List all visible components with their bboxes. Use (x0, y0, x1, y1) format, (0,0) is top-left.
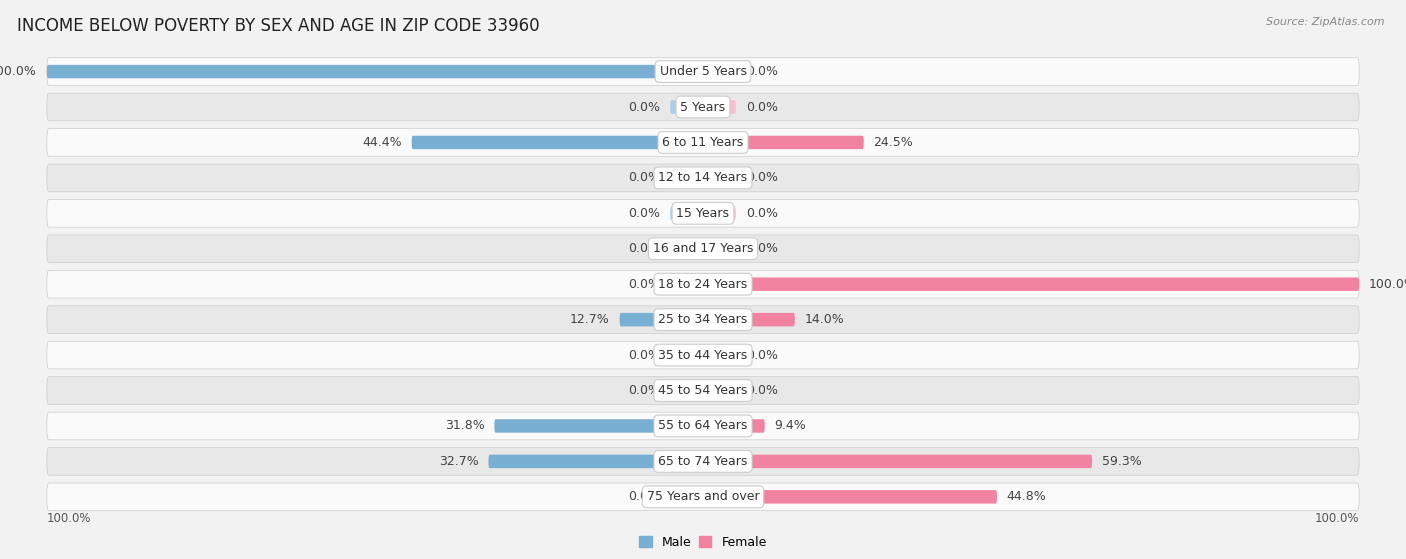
Text: 100.0%: 100.0% (46, 512, 91, 525)
FancyBboxPatch shape (703, 384, 735, 397)
Text: 15 Years: 15 Years (676, 207, 730, 220)
FancyBboxPatch shape (46, 377, 1360, 404)
Text: 12 to 14 Years: 12 to 14 Years (658, 172, 748, 184)
Text: 65 to 74 Years: 65 to 74 Years (658, 455, 748, 468)
Text: 9.4%: 9.4% (775, 419, 806, 433)
Text: 0.0%: 0.0% (628, 278, 661, 291)
Text: 0.0%: 0.0% (628, 349, 661, 362)
Text: 100.0%: 100.0% (0, 65, 37, 78)
FancyBboxPatch shape (46, 306, 1360, 334)
FancyBboxPatch shape (703, 242, 735, 255)
FancyBboxPatch shape (671, 277, 703, 291)
FancyBboxPatch shape (671, 384, 703, 397)
FancyBboxPatch shape (46, 235, 1360, 263)
Text: 18 to 24 Years: 18 to 24 Years (658, 278, 748, 291)
FancyBboxPatch shape (46, 341, 1360, 369)
Text: 25 to 34 Years: 25 to 34 Years (658, 313, 748, 326)
Text: 59.3%: 59.3% (1102, 455, 1142, 468)
FancyBboxPatch shape (412, 136, 703, 149)
Text: 0.0%: 0.0% (628, 207, 661, 220)
FancyBboxPatch shape (46, 200, 1360, 227)
Text: 45 to 54 Years: 45 to 54 Years (658, 384, 748, 397)
Text: 75 Years and over: 75 Years and over (647, 490, 759, 503)
FancyBboxPatch shape (703, 419, 765, 433)
Text: 0.0%: 0.0% (745, 207, 778, 220)
Text: 12.7%: 12.7% (569, 313, 610, 326)
FancyBboxPatch shape (46, 58, 1360, 86)
FancyBboxPatch shape (671, 348, 703, 362)
FancyBboxPatch shape (703, 348, 735, 362)
Legend: Male, Female: Male, Female (637, 533, 769, 551)
FancyBboxPatch shape (671, 207, 703, 220)
Text: Under 5 Years: Under 5 Years (659, 65, 747, 78)
Text: 0.0%: 0.0% (628, 101, 661, 113)
FancyBboxPatch shape (671, 100, 703, 113)
FancyBboxPatch shape (703, 207, 735, 220)
FancyBboxPatch shape (620, 313, 703, 326)
FancyBboxPatch shape (703, 100, 735, 113)
Text: 0.0%: 0.0% (745, 242, 778, 255)
Text: 0.0%: 0.0% (745, 65, 778, 78)
Text: 0.0%: 0.0% (628, 172, 661, 184)
FancyBboxPatch shape (46, 271, 1360, 298)
FancyBboxPatch shape (46, 65, 703, 78)
FancyBboxPatch shape (703, 277, 1360, 291)
Text: 100.0%: 100.0% (1369, 278, 1406, 291)
FancyBboxPatch shape (671, 490, 703, 504)
Text: 24.5%: 24.5% (873, 136, 914, 149)
Text: 32.7%: 32.7% (439, 455, 478, 468)
FancyBboxPatch shape (703, 136, 863, 149)
FancyBboxPatch shape (703, 65, 735, 78)
FancyBboxPatch shape (703, 313, 794, 326)
Text: 44.4%: 44.4% (363, 136, 402, 149)
Text: INCOME BELOW POVERTY BY SEX AND AGE IN ZIP CODE 33960: INCOME BELOW POVERTY BY SEX AND AGE IN Z… (17, 17, 540, 35)
Text: 0.0%: 0.0% (745, 172, 778, 184)
Text: 0.0%: 0.0% (628, 490, 661, 503)
FancyBboxPatch shape (671, 171, 703, 184)
FancyBboxPatch shape (46, 164, 1360, 192)
FancyBboxPatch shape (46, 448, 1360, 475)
Text: 55 to 64 Years: 55 to 64 Years (658, 419, 748, 433)
FancyBboxPatch shape (488, 454, 703, 468)
Text: 0.0%: 0.0% (745, 349, 778, 362)
FancyBboxPatch shape (46, 483, 1360, 511)
Text: 44.8%: 44.8% (1007, 490, 1046, 503)
FancyBboxPatch shape (46, 129, 1360, 157)
Text: 100.0%: 100.0% (1315, 512, 1360, 525)
FancyBboxPatch shape (703, 171, 735, 184)
Text: 0.0%: 0.0% (745, 384, 778, 397)
FancyBboxPatch shape (46, 412, 1360, 440)
Text: 35 to 44 Years: 35 to 44 Years (658, 349, 748, 362)
FancyBboxPatch shape (46, 93, 1360, 121)
FancyBboxPatch shape (703, 454, 1092, 468)
Text: 0.0%: 0.0% (628, 242, 661, 255)
FancyBboxPatch shape (703, 490, 997, 504)
Text: 14.0%: 14.0% (804, 313, 845, 326)
FancyBboxPatch shape (671, 242, 703, 255)
Text: 5 Years: 5 Years (681, 101, 725, 113)
Text: 6 to 11 Years: 6 to 11 Years (662, 136, 744, 149)
Text: 16 and 17 Years: 16 and 17 Years (652, 242, 754, 255)
FancyBboxPatch shape (495, 419, 703, 433)
Text: 0.0%: 0.0% (745, 101, 778, 113)
Text: 0.0%: 0.0% (628, 384, 661, 397)
Text: 31.8%: 31.8% (444, 419, 485, 433)
Text: Source: ZipAtlas.com: Source: ZipAtlas.com (1267, 17, 1385, 27)
